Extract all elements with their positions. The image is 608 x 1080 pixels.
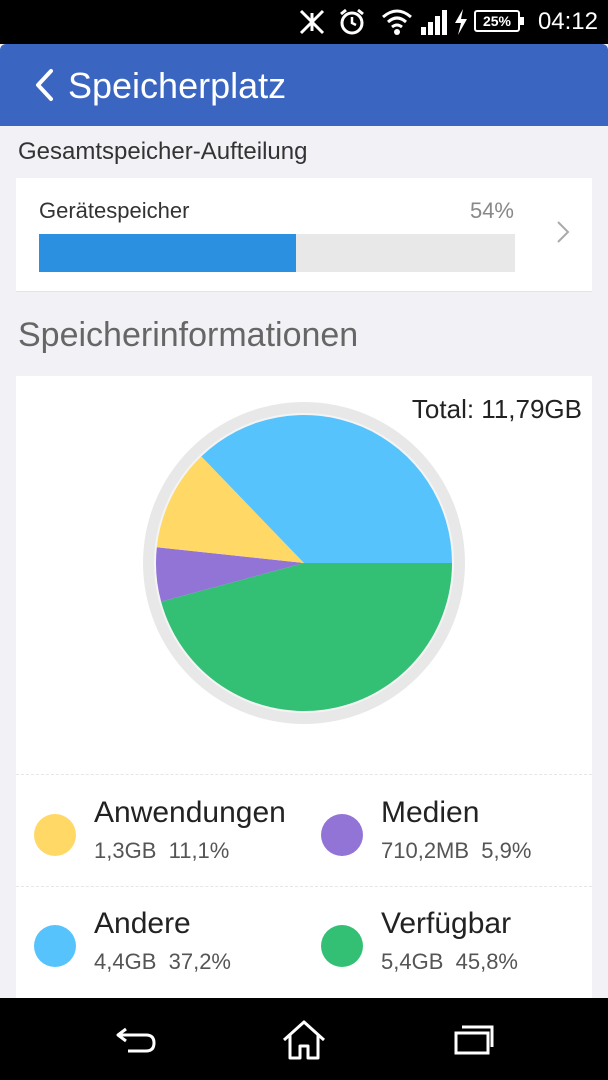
legend-detail: 5,4GB 45,8% — [381, 949, 518, 975]
status-time: 04:12 — [537, 8, 598, 35]
chevron-left-icon — [36, 69, 53, 101]
legend-item-andere: Andere 4,4GB 37,2% — [34, 907, 304, 987]
legend-name: Medien — [381, 796, 480, 829]
legend-dot — [34, 814, 76, 856]
nfc-muted-icon — [296, 6, 328, 38]
legend-percent: 37,2% — [168, 949, 231, 974]
nav-back-button[interactable] — [108, 1016, 164, 1064]
recents-icon — [454, 1025, 494, 1055]
chevron-right-icon — [556, 220, 570, 249]
legend-name: Andere — [94, 907, 191, 940]
legend-size: 5,4GB — [381, 949, 444, 974]
storage-split-heading: Gesamtspeicher-Aufteilung — [18, 138, 308, 165]
legend-dot — [321, 925, 363, 967]
legend-name: Anwendungen — [94, 796, 286, 829]
wifi-icon — [380, 6, 414, 38]
legend-divider — [16, 886, 592, 887]
nav-home-button[interactable] — [276, 1016, 332, 1064]
legend-size: 710,2MB — [381, 838, 470, 863]
legend-detail: 710,2MB 5,9% — [381, 838, 531, 864]
pie-slice-anwendungen — [156, 456, 304, 563]
page-title: Speicherplatz — [68, 65, 287, 106]
home-icon — [282, 1020, 326, 1060]
legend-item-anwendungen: Anwendungen 1,3GB 11,1% — [34, 796, 304, 876]
legend-detail: 4,4GB 37,2% — [94, 949, 231, 975]
legend-size: 1,3GB — [94, 838, 157, 863]
device-storage-card[interactable]: Gerätespeicher 54% — [16, 178, 592, 292]
legend-percent: 45,8% — [455, 949, 518, 974]
device-storage-label: Gerätespeicher — [39, 198, 190, 223]
legend-dot — [34, 925, 76, 967]
legend-item-medien: Medien 710,2MB 5,9% — [321, 796, 581, 876]
storage-pie-chart — [141, 400, 467, 726]
signal-icon — [418, 6, 448, 38]
storage-info-card: Total: 11,79GB Anwendungen 1,3GB 11,1% M… — [16, 376, 592, 1000]
legend-name: Verfügbar — [381, 907, 512, 940]
pie-slice-andere — [201, 415, 452, 563]
total-storage-label: Total: 11,79GB — [411, 394, 582, 424]
storage-info-heading: Speicherinformationen — [18, 316, 359, 354]
pie-slice-medien — [156, 547, 304, 602]
pie-chart-svg — [143, 402, 465, 724]
back-icon — [116, 1027, 156, 1053]
legend-percent: 11,1% — [168, 838, 230, 863]
charging-bolt-icon — [452, 6, 470, 38]
legend-item-verfuegbar: Verfügbar 5,4GB 45,8% — [321, 907, 581, 987]
legend-divider — [16, 774, 592, 775]
legend-dot — [321, 814, 363, 856]
storage-progress-fill — [39, 234, 297, 272]
device-storage-percent: 54% — [469, 198, 514, 223]
legend-detail: 1,3GB 11,1% — [94, 838, 229, 864]
pie-slice-verfuegbar — [161, 563, 452, 711]
app-bar: Speicherplatz — [0, 44, 608, 126]
storage-progress-bar — [39, 234, 515, 272]
battery-icon: 25% — [474, 10, 524, 32]
alarm-clock-icon — [336, 6, 368, 38]
legend-percent: 5,9% — [481, 838, 532, 863]
status-bar: 25% 04:12 — [0, 0, 608, 44]
nav-recents-button[interactable] — [446, 1016, 502, 1064]
back-button[interactable] — [20, 60, 68, 110]
navigation-bar — [0, 998, 608, 1080]
legend-size: 4,4GB — [94, 949, 157, 974]
